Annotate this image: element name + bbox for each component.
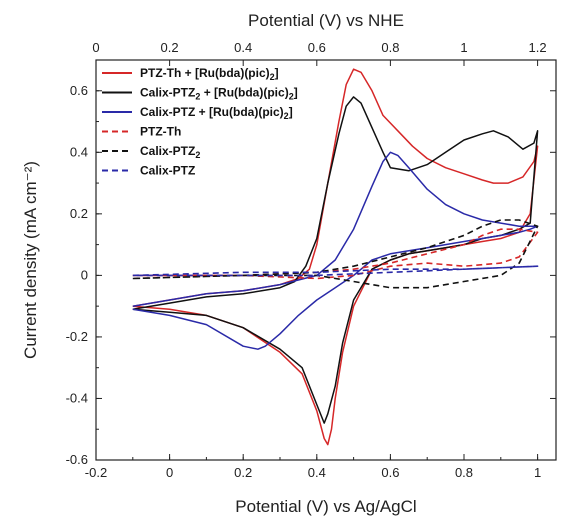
x-tick-label: 1 <box>534 465 541 480</box>
series-layer <box>132 68 539 446</box>
y-tick-label: -0.4 <box>66 390 88 405</box>
series-line-1 <box>132 96 539 424</box>
legend-label-2: Calix-PTZ + [Ru(bda)(pic)2] <box>140 105 293 121</box>
legend-label-1: Calix-PTZ2 + [Ru(bda)(pic)2] <box>140 86 298 102</box>
x2-tick-label: 0.4 <box>234 40 252 55</box>
x2-tick-label: 0.8 <box>381 40 399 55</box>
legend-label-3: PTZ-Th <box>140 125 181 139</box>
legend-label-4: Calix-PTZ2 <box>140 144 200 160</box>
x-axis-title: Potential (V) vs Ag/AgCl <box>235 497 416 516</box>
y-axis-title: Current density (mA cm⁻²) <box>21 161 40 359</box>
x-tick-label: 0.8 <box>455 465 473 480</box>
x2-tick-label: 0.2 <box>161 40 179 55</box>
series-line-5 <box>132 265 539 277</box>
legend: PTZ-Th + [Ru(bda)(pic)2] Calix-PTZ2 + [Ru… <box>102 66 298 178</box>
plot-frame <box>95 59 557 461</box>
series-line-4 <box>132 219 539 289</box>
x-tick-label: 0.2 <box>234 465 252 480</box>
x-tick-label: 0.6 <box>381 465 399 480</box>
legend-label-5: Calix-PTZ <box>140 164 195 178</box>
x2-tick-label: 1 <box>460 40 467 55</box>
legend-label-0: PTZ-Th + [Ru(bda)(pic)2] <box>140 66 279 82</box>
x-tick-label: -0.2 <box>85 465 107 480</box>
y-tick-label: 0.4 <box>70 144 88 159</box>
x-tick-label: 0.4 <box>308 465 326 480</box>
y-tick-label: 0.2 <box>70 206 88 221</box>
x2-tick-label: 0.6 <box>308 40 326 55</box>
y-tick-label: -0.2 <box>66 329 88 344</box>
x2-tick-label: 1.2 <box>529 40 547 55</box>
x2-tick-label: 0 <box>92 40 99 55</box>
series-line-2 <box>132 151 539 350</box>
x2-axis-title: Potential (V) vs NHE <box>248 11 404 30</box>
y-tick-label: -0.6 <box>66 452 88 467</box>
y-tick-label: 0.6 <box>70 83 88 98</box>
axis-layer: -0.2 0 0.2 0.4 0.6 0.8 10 0.2 0.4 0.6 0.8 1 1.2-0.6-… <box>66 40 556 480</box>
y-tick-label: 0 <box>81 267 88 282</box>
x-tick-label: 0 <box>166 465 173 480</box>
